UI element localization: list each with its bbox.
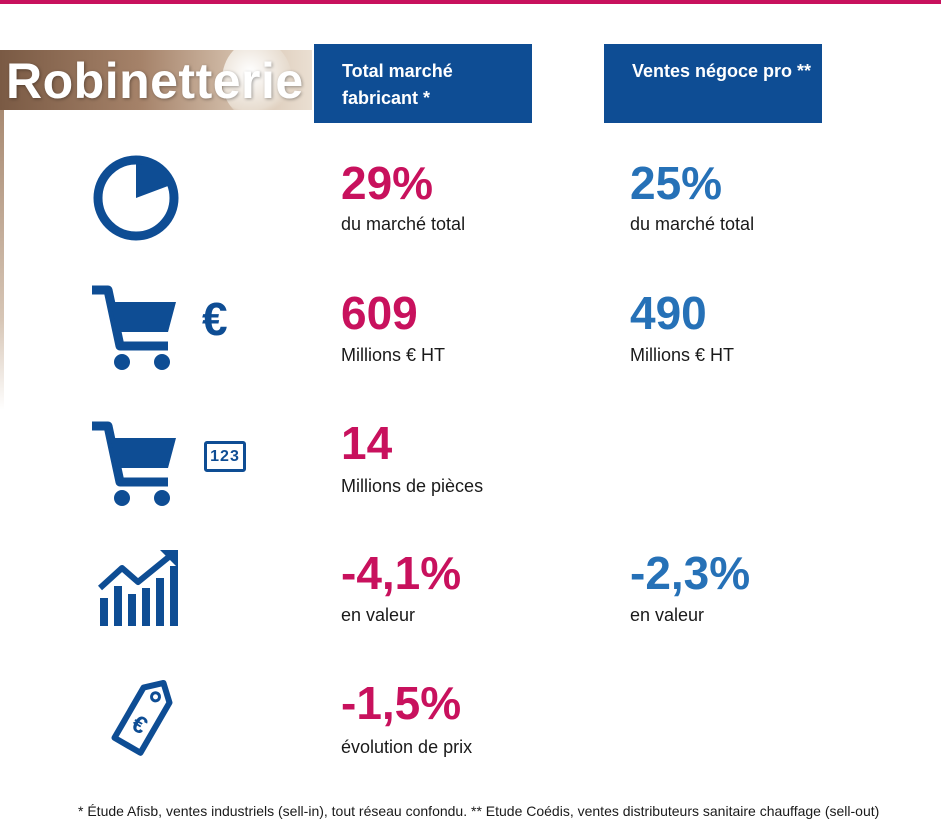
fabricant-market-share-label: du marché total	[341, 214, 466, 234]
fabricant-evolution-value: -4,1%	[341, 547, 462, 599]
euro-price-tag-icon: €	[111, 679, 173, 756]
negoce-market-share-value: 25%	[630, 157, 723, 209]
negoce-evolution-value: -2,3%	[630, 547, 751, 599]
fabricant-volume-value: 14	[341, 417, 393, 469]
left-image-strip	[0, 110, 4, 410]
fabricant-price-evolution-value: -1,5%	[341, 677, 462, 729]
top-accent-bar	[0, 0, 941, 4]
pie-chart-icon	[93, 155, 179, 241]
negoce-value-amount: 490	[630, 287, 707, 339]
cart-icon	[92, 421, 176, 506]
cart-icon	[92, 285, 176, 370]
column-header-fabricant: Total marché fabricant *	[314, 44, 532, 123]
fabricant-evolution-label: en valeur	[341, 605, 416, 625]
footnote: * Étude Afisb, ventes industriels (sell-…	[78, 803, 880, 819]
hero-banner-image	[0, 50, 312, 110]
counter-icon: 123	[204, 441, 246, 472]
euro-icon: €	[202, 293, 228, 345]
negoce-value-label: Millions € HT	[630, 345, 735, 365]
negoce-evolution-label: en valeur	[630, 605, 705, 625]
fabricant-price-evolution-label: évolution de prix	[341, 737, 473, 757]
fabricant-value-label: Millions € HT	[341, 345, 446, 365]
page-title: Robinetterie	[6, 53, 304, 109]
growth-chart-icon	[98, 550, 178, 626]
column-header-negoce: Ventes négoce pro **	[604, 44, 822, 123]
fabricant-value-amount: 609	[341, 287, 418, 339]
fabricant-market-share-value: 29%	[341, 157, 434, 209]
fabricant-volume-label: Millions de pièces	[341, 476, 484, 496]
negoce-market-share-label: du marché total	[630, 214, 755, 234]
